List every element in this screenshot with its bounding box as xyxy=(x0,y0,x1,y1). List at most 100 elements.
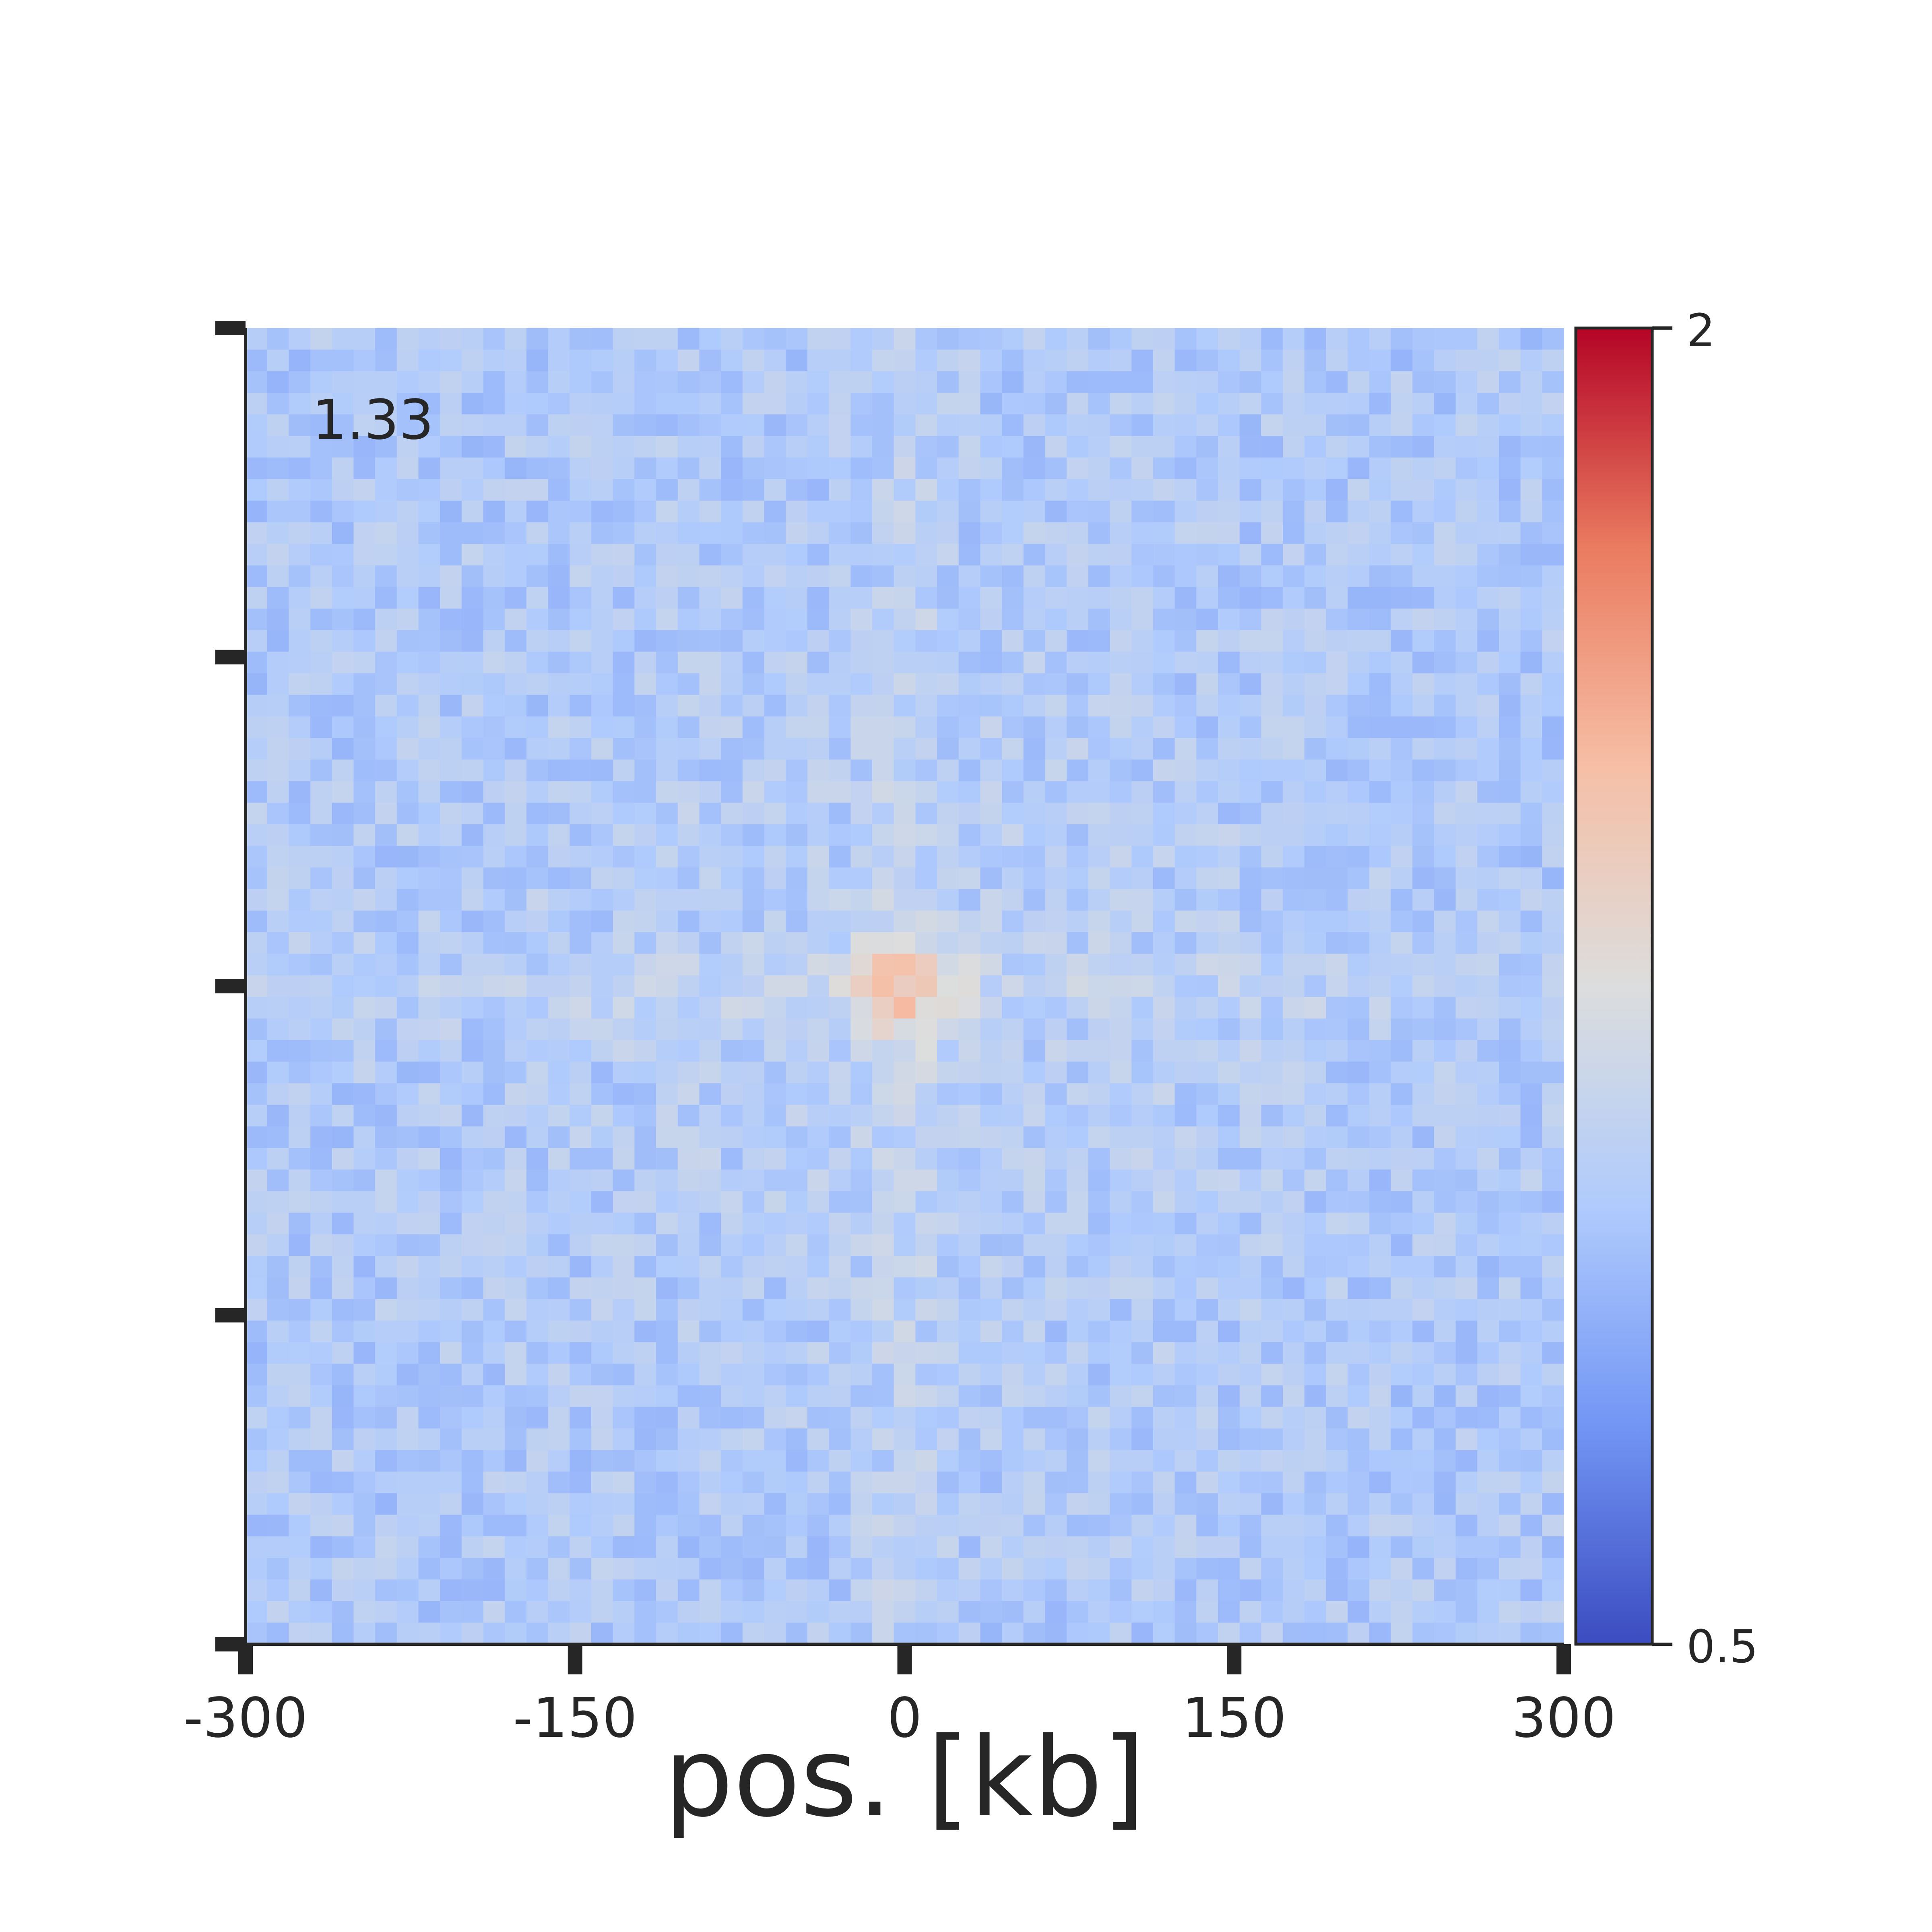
heatmap-cell xyxy=(1412,803,1435,825)
heatmap-cell xyxy=(591,436,613,458)
heatmap-cell xyxy=(699,803,721,825)
heatmap-cell xyxy=(937,436,959,458)
heatmap-cell xyxy=(1174,1450,1197,1472)
heatmap-cell xyxy=(699,1277,721,1300)
heatmap-cell xyxy=(850,997,873,1019)
heatmap-cell xyxy=(764,695,786,717)
heatmap-cell xyxy=(1002,565,1024,588)
heatmap-cell xyxy=(894,544,916,566)
heatmap-cell xyxy=(483,328,506,350)
heatmap-cell xyxy=(613,1428,635,1451)
heatmap-cell xyxy=(548,1601,570,1623)
heatmap-cell xyxy=(505,1601,527,1623)
heatmap-cell xyxy=(440,910,462,933)
heatmap-cell xyxy=(505,630,527,652)
heatmap-cell xyxy=(396,1169,419,1192)
heatmap-cell xyxy=(483,846,506,868)
heatmap-cell xyxy=(721,1515,743,1537)
heatmap-cell xyxy=(1455,1040,1478,1062)
heatmap-cell xyxy=(807,652,830,674)
heatmap-cell xyxy=(937,954,959,976)
heatmap-cell xyxy=(1304,1428,1327,1451)
heatmap-cell xyxy=(786,803,808,825)
heatmap-cell xyxy=(1067,565,1089,588)
heatmap-cell xyxy=(1218,1515,1240,1537)
heatmap-cell xyxy=(656,1212,678,1235)
heatmap-cell xyxy=(1239,1148,1262,1170)
heatmap-cell xyxy=(1023,1385,1046,1408)
heatmap-cell xyxy=(656,1407,678,1429)
heatmap-cell xyxy=(548,544,570,566)
heatmap-cell xyxy=(721,824,743,846)
heatmap-cell xyxy=(829,1169,851,1192)
heatmap-cell xyxy=(634,781,656,803)
heatmap-cell xyxy=(850,954,873,976)
heatmap-cell xyxy=(829,1428,851,1451)
heatmap-cell xyxy=(1326,522,1348,544)
heatmap-cell xyxy=(1131,1040,1154,1062)
heatmap-cell xyxy=(267,954,289,976)
heatmap-cell xyxy=(1002,846,1024,868)
heatmap-cell xyxy=(483,652,506,674)
heatmap-cell xyxy=(526,479,549,501)
heatmap-cell xyxy=(1110,608,1132,631)
heatmap-cell xyxy=(1131,1385,1154,1408)
heatmap-cell xyxy=(1477,1212,1499,1235)
heatmap-cell xyxy=(1391,392,1413,415)
heatmap-cell xyxy=(505,738,527,760)
heatmap-cell xyxy=(1499,1277,1521,1300)
heatmap-cell xyxy=(1304,1515,1327,1537)
heatmap-cell xyxy=(591,1040,613,1062)
heatmap-cell xyxy=(894,328,916,350)
heatmap-cell xyxy=(1542,652,1564,674)
heatmap-cell xyxy=(353,716,376,739)
heatmap-cell xyxy=(1131,630,1154,652)
heatmap-cell xyxy=(1304,1169,1327,1192)
heatmap-cell xyxy=(1542,1320,1564,1343)
heatmap-cell xyxy=(656,1169,678,1192)
heatmap-cell xyxy=(332,522,354,544)
heatmap-cell xyxy=(980,803,1002,825)
heatmap-cell xyxy=(699,608,721,631)
heatmap-cell xyxy=(1023,1601,1046,1623)
heatmap-cell xyxy=(850,846,873,868)
heatmap-cell xyxy=(440,1472,462,1494)
heatmap-cell xyxy=(980,1472,1002,1494)
heatmap-cell xyxy=(1067,867,1089,890)
heatmap-cell xyxy=(375,932,397,954)
heatmap-cell xyxy=(396,760,419,782)
heatmap-cell xyxy=(505,436,527,458)
heatmap-cell xyxy=(483,392,506,415)
heatmap-cell xyxy=(246,371,268,393)
heatmap-cell xyxy=(440,565,462,588)
heatmap-cell xyxy=(764,1212,786,1235)
heatmap-cell xyxy=(1326,1472,1348,1494)
heatmap-cell xyxy=(1196,457,1218,480)
heatmap-cell xyxy=(548,371,570,393)
heatmap-cell xyxy=(461,1472,484,1494)
heatmap-cell xyxy=(418,608,440,631)
heatmap-cell xyxy=(721,910,743,933)
heatmap-cell xyxy=(1412,1169,1435,1192)
heatmap-cell xyxy=(656,1493,678,1515)
heatmap-cell xyxy=(1455,738,1478,760)
heatmap-cell xyxy=(742,1061,765,1084)
heatmap-cell xyxy=(1174,824,1197,846)
heatmap-cell xyxy=(829,1407,851,1429)
heatmap-cell xyxy=(1153,975,1175,997)
heatmap-cell xyxy=(1283,760,1305,782)
heatmap-cell xyxy=(1067,1040,1089,1062)
heatmap-cell xyxy=(418,1234,440,1256)
heatmap-cell xyxy=(246,1148,268,1170)
heatmap-cell xyxy=(570,673,592,696)
heatmap-cell xyxy=(764,716,786,739)
heatmap-cell xyxy=(353,522,376,544)
heatmap-cell xyxy=(1218,1342,1240,1364)
heatmap-cell xyxy=(289,1083,311,1105)
heatmap-cell xyxy=(267,608,289,631)
heatmap-cell xyxy=(353,1040,376,1062)
heatmap-cell xyxy=(1045,1277,1067,1300)
heatmap-cell xyxy=(1067,1320,1089,1343)
heatmap-cell xyxy=(807,414,830,436)
heatmap-cell xyxy=(570,889,592,911)
